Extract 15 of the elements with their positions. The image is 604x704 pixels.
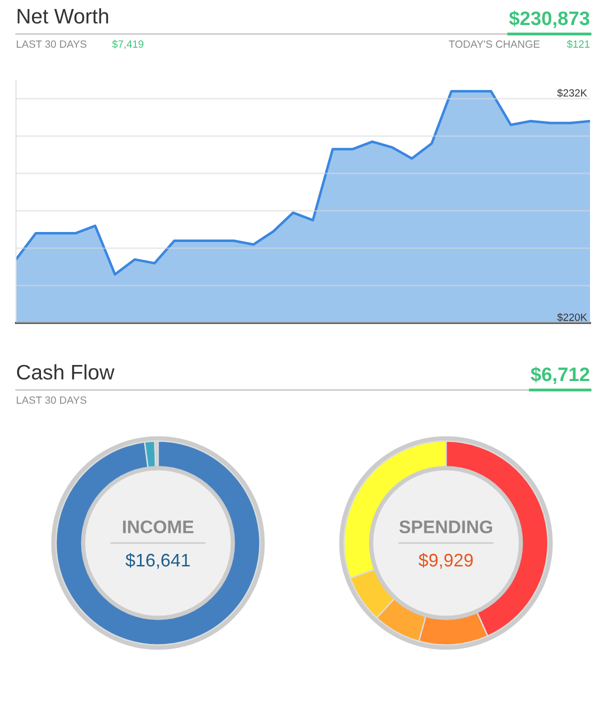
text: LAST 30 DAYS <box>16 40 86 48</box>
text: $16,641 <box>126 553 190 569</box>
text: $9,929 <box>418 553 473 569</box>
y-tick-label: $232K <box>557 88 588 98</box>
text: SPENDING <box>399 520 492 534</box>
y-tick-label: $220K <box>557 313 588 322</box>
chart-title: Net Worth <box>18 8 108 24</box>
text: $7,419 <box>112 40 144 50</box>
text: LAST 30 DAYS <box>16 396 86 404</box>
text: $230,873 <box>509 10 590 28</box>
text: $121 <box>566 40 590 48</box>
text: INCOME <box>123 520 194 534</box>
text: $6,712 <box>530 366 590 384</box>
text: TODAY'S CHANGE <box>448 40 540 48</box>
text: Cash Flow <box>17 364 114 380</box>
